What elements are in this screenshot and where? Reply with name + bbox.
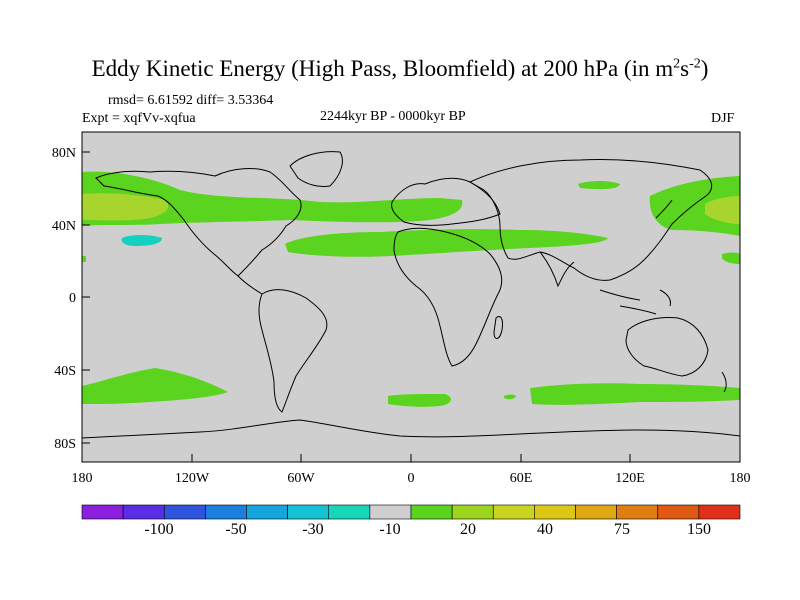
coastline-japan [655, 199, 673, 219]
anomaly-region-nh-westpacific [649, 176, 740, 236]
lat-label-80n: 80N [52, 146, 76, 161]
colorbar-swatch-2 [163, 504, 206, 520]
colorbar-label-40: 40 [537, 521, 553, 538]
coastline-europe [391, 177, 501, 226]
colorbar-swatch-1 [122, 504, 165, 520]
plot-title: Eddy Kinetic Energy (High Pass, Bloomfie… [91, 56, 709, 81]
lat-label-40s: 40S [54, 364, 76, 379]
anomaly-region-sh-atlantic-dot [504, 394, 516, 400]
colorbar-label-m30: -30 [302, 521, 323, 538]
coastline-greenland [289, 151, 343, 187]
colorbar-label-m100: -100 [144, 521, 173, 538]
coastline-africa [393, 227, 503, 367]
anomaly-region-small [722, 252, 740, 264]
colorbar-swatch-6 [328, 504, 371, 520]
colorbar-swatch-0 [81, 504, 124, 520]
colorbar-swatch-7 [369, 504, 412, 520]
anomaly-region-negative [121, 235, 162, 246]
coastline-central-america [237, 275, 263, 295]
colorbar-label-m10: -10 [379, 521, 400, 538]
anomaly-region-sh-pacific [82, 368, 228, 404]
colorbar [81, 504, 741, 520]
coastline-north-america [95, 168, 302, 277]
coastlines [82, 151, 740, 439]
colorbar-swatch-3 [205, 504, 247, 520]
colorbar-swatch-9 [451, 504, 494, 520]
lat-label-0: 0 [69, 291, 76, 306]
lat-ticks [82, 151, 90, 444]
colorbar-swatch-13 [616, 504, 659, 520]
coastline-se-asia [599, 289, 671, 315]
coastline-antarctica [82, 419, 740, 439]
lon-label-0: 0 [408, 471, 415, 486]
lon-ticks [81, 454, 741, 462]
lon-label-120e: 120E [615, 471, 645, 486]
anomaly-region-sh-indian [530, 383, 740, 405]
anomaly-region-small-west [82, 256, 86, 262]
anomaly-region-nh-asia [578, 181, 620, 190]
season-label: DJF [711, 111, 735, 126]
colorbar-label-m50: -50 [225, 521, 246, 538]
coastline-madagascar [493, 316, 503, 339]
colorbar-label-20: 20 [460, 521, 476, 538]
coastline-south-america [258, 289, 328, 413]
period-label: 2244kyr BP - 0000kyr BP [320, 109, 466, 124]
map-background [82, 132, 740, 462]
colorbar-swatch-14 [657, 504, 700, 520]
anomaly-region-sh-atlantic [388, 394, 452, 407]
colorbar-swatch-12 [575, 504, 617, 520]
experiment-label: Expt = xqfVv-xqfua [82, 111, 196, 126]
colorbar-swatch-15 [698, 504, 741, 520]
colorbar-swatch-8 [410, 504, 453, 520]
coastline-new-zealand [721, 371, 727, 393]
lat-label-80s: 80S [54, 437, 76, 452]
anomaly-region-nh-pacific [82, 171, 463, 226]
colorbar-label-150: 150 [687, 521, 711, 538]
colorbar-swatch-4 [246, 504, 288, 520]
coastline-asia [468, 158, 713, 281]
anomaly-region-nh-pacific-core [82, 193, 169, 221]
coastline-india [539, 251, 575, 288]
colorbar-label-75: 75 [614, 521, 630, 538]
anomaly-field [82, 171, 740, 407]
stats-label: rmsd= 6.61592 diff= 3.53364 [108, 93, 274, 108]
colorbar-swatch-11 [534, 504, 576, 520]
anomaly-region-nh-westpacific-core [705, 196, 740, 224]
anomaly-region-nh-atlantic [285, 229, 608, 257]
lon-label-120w: 120W [175, 471, 210, 486]
colorbar-swatch-10 [492, 504, 535, 520]
coastline-australia [625, 317, 709, 377]
lon-label-60w: 60W [287, 471, 315, 486]
lat-label-40n: 40N [52, 219, 76, 234]
lon-label-60e: 60E [510, 471, 533, 486]
colorbar-swatch-5 [287, 504, 330, 520]
lon-label-180w: 180 [72, 471, 93, 486]
lon-label-180e: 180 [730, 471, 751, 486]
